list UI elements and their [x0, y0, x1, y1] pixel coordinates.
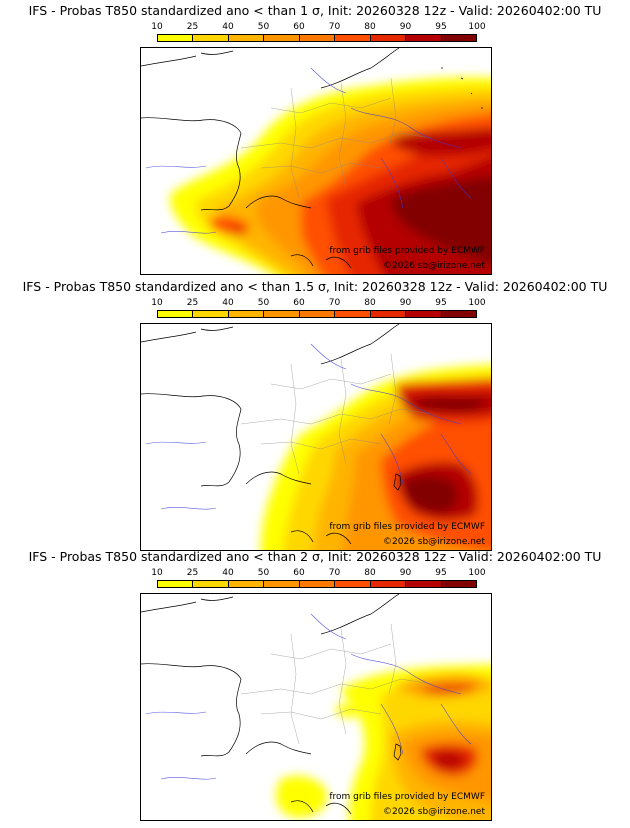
tick-label: 40 [222, 22, 234, 32]
colorbar-segment [193, 35, 229, 41]
tick-label: 50 [257, 568, 270, 578]
panel-title: IFS - Probas T850 standardized ano < tha… [28, 3, 602, 18]
colorbar-segment [406, 311, 442, 317]
tick-label: 90 [399, 298, 412, 308]
tick-label: 10 [151, 298, 163, 308]
tick-label: 90 [399, 568, 412, 578]
colorbar-segment [228, 311, 265, 317]
tick-label: 100 [468, 22, 486, 32]
colorbar-segment [370, 581, 407, 587]
colorbar-segment [264, 311, 300, 317]
tick-label: 10 [151, 22, 163, 32]
tick-label: 25 [186, 568, 199, 578]
credit-ecmwf: from grib files provided by ECMWF [329, 792, 485, 802]
colorbar-segment [370, 35, 407, 41]
panel-title: IFS - Probas T850 standardized ano < tha… [22, 279, 608, 294]
colorbar-segment [370, 311, 407, 317]
colorbar-segment [299, 311, 336, 317]
colorbar-segment [158, 581, 194, 587]
colorbar-segment [264, 35, 300, 41]
colorbar-segment [441, 581, 476, 587]
credit-ecmwf: from grib files provided by ECMWF [329, 522, 485, 532]
credit-copyright: ©2026 sb@irizone.net [383, 537, 485, 547]
tick-label: 25 [186, 298, 199, 308]
tick-label: 60 [293, 22, 305, 32]
colorbar-segment [228, 581, 265, 587]
tick-label: 100 [468, 298, 486, 308]
tick-label: 40 [222, 568, 234, 578]
colorbar-segment [193, 311, 229, 317]
tick-label: 60 [293, 568, 305, 578]
colorbar-segment [299, 581, 336, 587]
tick-label: 10 [151, 568, 163, 578]
colorbar-segment [335, 35, 371, 41]
colorbar-ticks: 10 25 40 50 60 70 80 90 95 100 [151, 22, 485, 33]
panel-title: IFS - Probas T850 standardized ano < tha… [28, 549, 602, 564]
tick-label: 25 [186, 22, 199, 32]
tick-label: 100 [468, 568, 486, 578]
colorbar-segment [264, 581, 300, 587]
colorbar-segment [158, 35, 194, 41]
colorbar-ticks: 10 25 40 50 60 70 80 90 95 100 [151, 298, 485, 309]
tick-label: 95 [435, 22, 447, 32]
colorbar-segment [193, 581, 229, 587]
colorbar-segment [228, 35, 265, 41]
colorbar [157, 34, 477, 42]
probability-map: from grib files provided by ECMWF ©2026 … [140, 323, 492, 551]
probability-map: from grib files provided by ECMWF ©2026 … [140, 593, 492, 821]
tick-label: 80 [364, 22, 376, 32]
colorbar-segment [441, 311, 476, 317]
panel-1-sigma: IFS - Probas T850 standardized ano < tha… [0, 0, 630, 276]
colorbar-segment [406, 35, 442, 41]
colorbar-segment [406, 581, 442, 587]
colorbar-segment [335, 311, 371, 317]
credit-copyright: ©2026 sb@irizone.net [383, 261, 485, 271]
tick-label: 95 [435, 298, 447, 308]
credit-ecmwf: from grib files provided by ECMWF [329, 246, 485, 256]
colorbar-segment [158, 311, 194, 317]
colorbar [157, 580, 477, 588]
colorbar-segment [335, 581, 371, 587]
tick-label: 90 [399, 22, 412, 32]
probability-map: from grib files provided by ECMWF ©2026 … [140, 47, 492, 275]
tick-label: 70 [328, 568, 341, 578]
tick-label: 95 [435, 568, 447, 578]
colorbar-ticks: 10 25 40 50 60 70 80 90 95 100 [151, 568, 485, 579]
tick-label: 80 [364, 298, 376, 308]
colorbar [157, 310, 477, 318]
tick-label: 50 [257, 298, 270, 308]
credit-copyright: ©2026 sb@irizone.net [383, 807, 485, 817]
panel-2-sigma: IFS - Probas T850 standardized ano < tha… [0, 546, 630, 822]
tick-label: 60 [293, 298, 305, 308]
tick-label: 70 [328, 298, 341, 308]
colorbar-segment [441, 35, 476, 41]
tick-label: 40 [222, 298, 234, 308]
tick-label: 70 [328, 22, 341, 32]
panel-1-5-sigma: IFS - Probas T850 standardized ano < tha… [0, 276, 630, 552]
tick-label: 80 [364, 568, 376, 578]
tick-label: 50 [257, 22, 270, 32]
colorbar-segment [299, 35, 336, 41]
